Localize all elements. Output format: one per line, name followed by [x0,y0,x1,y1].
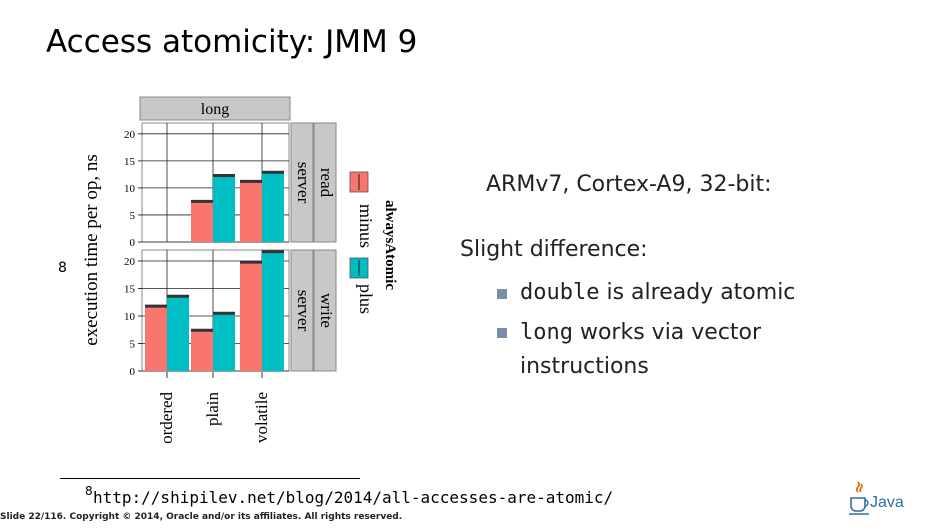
y-axis-label: execution time per op, ns [81,154,102,346]
footnote-ref: 8 [58,260,67,276]
y-tick-label: 5 [130,339,136,351]
row-strip-label: server [294,290,313,332]
bar-plus [262,251,284,371]
row-strip [313,122,337,243]
footnote-mark: 8 [85,484,93,498]
java-logo-text: Java [870,494,904,511]
java-logo: Java [848,478,908,520]
row-strip-label: write [317,293,336,328]
bar-minus [145,306,167,371]
bullet-2-continuation: instructions [520,354,649,379]
x-tick-label: volatile [252,392,271,443]
y-tick-label: 15 [124,156,136,168]
bar-minus [240,262,262,371]
bullet-marker-2 [497,328,507,338]
info-line-2: Slight difference: [460,237,648,262]
bar-plus [213,175,235,242]
legend-title: alwaysAtomic [382,200,398,290]
bullet-1-code: double [520,280,600,305]
facet-label: long [201,101,229,118]
legend-entry-minus: minus [356,204,376,248]
row-strip-label: server [294,162,313,204]
bullet-2: long works via vector [520,320,761,345]
bullet-2-code: long [520,320,573,345]
y-tick-label: 15 [124,284,136,296]
y-tick-label: 0 [130,366,136,378]
y-tick-label: 10 [124,183,136,195]
bar-plus [167,296,189,371]
y-tick-label: 0 [130,237,136,249]
bar-minus [191,330,213,371]
y-tick-label: 5 [130,210,136,222]
bar-plus [213,313,235,371]
y-tick-label: 10 [124,311,136,323]
footnote-rule [60,478,360,479]
bar-minus [191,201,213,242]
bullet-1-text: is already atomic [599,280,796,305]
row-strip [290,122,314,243]
y-tick-label: 20 [124,129,136,141]
bullet-2-text: works via vector [572,320,762,345]
footnote-url[interactable]: http://shipilev.net/blog/2014/all-access… [93,488,614,507]
bar-plus [262,172,284,242]
bullet-1: double is already atomic [520,280,795,305]
java-cup-icon [849,481,869,515]
row-strip-label: read [317,168,336,198]
slide-title: Access atomicity: JMM 9 [46,24,418,60]
x-tick-label: plain [203,392,222,426]
row-strip [313,249,337,372]
bullet-marker-1 [497,289,507,299]
facet-strip [139,96,291,121]
legend-entry-plus: plus [356,284,376,314]
info-line-1: ARMv7, Cortex-A9, 32-bit: [486,172,772,197]
slide-info: Slide 22/116. Copyright © 2014, Oracle a… [0,512,403,522]
bar-minus [240,181,262,242]
row-strip [290,249,314,372]
x-tick-label: ordered [157,392,176,444]
y-tick-label: 20 [124,256,136,268]
